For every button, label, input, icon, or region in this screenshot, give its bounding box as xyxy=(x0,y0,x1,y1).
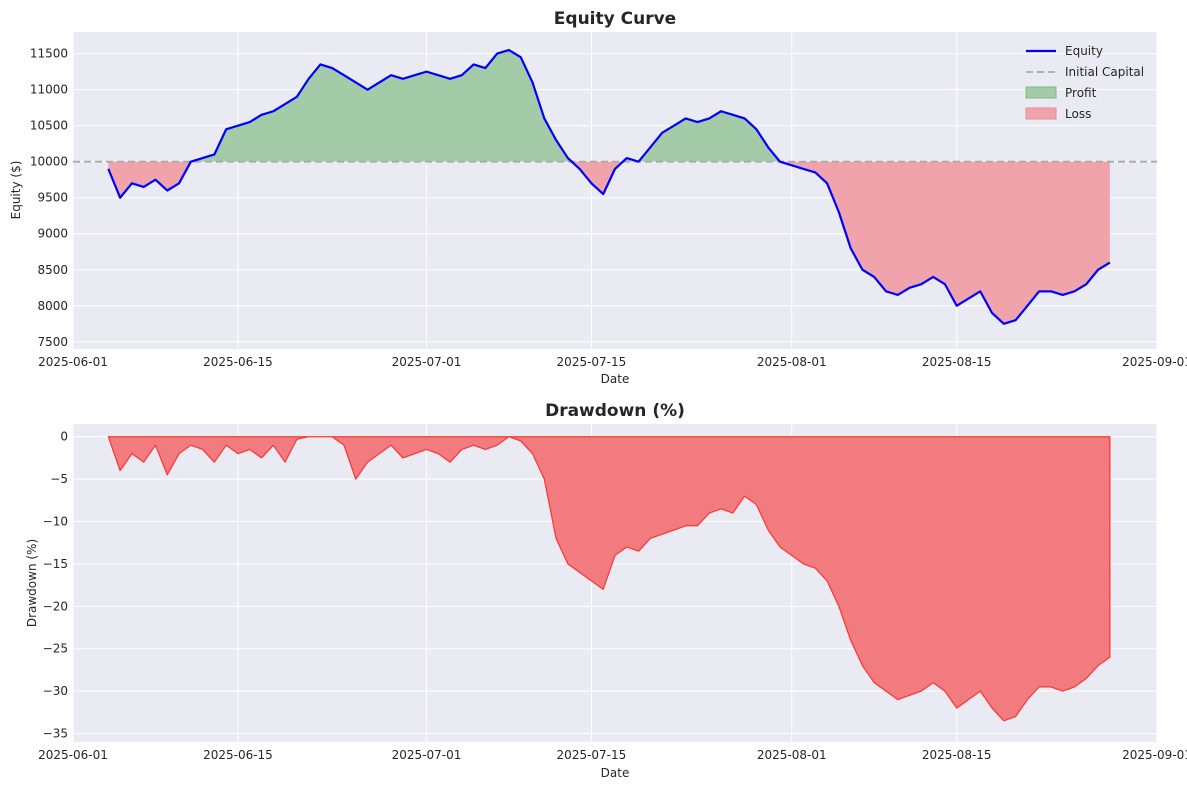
drawdown-area xyxy=(107,436,1111,722)
y-tick-label: −25 xyxy=(43,642,68,656)
drawdown-x-axis-label: Date xyxy=(601,766,630,780)
y-tick-label: 11500 xyxy=(30,47,68,61)
y-tick-label: −5 xyxy=(50,472,68,486)
x-tick-label: 2025-08-15 xyxy=(922,355,992,369)
y-tick-label: 9000 xyxy=(37,227,68,241)
x-tick-label: 2025-06-15 xyxy=(203,748,273,762)
x-tick-label: 2025-07-15 xyxy=(557,355,627,369)
x-tick-label: 2025-09-01 xyxy=(1122,748,1187,762)
profit-region xyxy=(190,50,572,162)
equity-x-axis-label: Date xyxy=(601,372,630,386)
equity-chart: Equity Curve 2025-06-01 2025-06-15 2025-07… xyxy=(9,9,1187,386)
loss-region xyxy=(571,161,623,195)
equity-y-ticks: 7500 8000 8500 9000 9500 10000 10500 11000 11500 xyxy=(30,47,68,349)
drawdown-chart: Drawdown (%) 2025-06-01 2025-06-15 2025-07… xyxy=(25,401,1187,780)
x-tick-label: 2025-06-15 xyxy=(203,355,273,369)
legend-loss-swatch xyxy=(1025,107,1057,120)
y-tick-label: 8500 xyxy=(37,263,68,277)
equity-chart-title: Equity Curve xyxy=(554,9,676,29)
y-tick-label: 11000 xyxy=(30,83,68,97)
y-tick-label: −15 xyxy=(43,557,68,571)
equity-x-ticks: 2025-06-01 2025-06-15 2025-07-01 2025-07-15… xyxy=(38,355,1187,369)
y-tick-label: 8000 xyxy=(37,299,68,313)
x-tick-label: 2025-07-01 xyxy=(392,355,462,369)
loss-region xyxy=(108,161,191,198)
legend-loss-label: Loss xyxy=(1065,107,1091,121)
y-tick-label: 7500 xyxy=(37,335,68,349)
x-tick-label: 2025-06-01 xyxy=(38,748,108,762)
x-tick-label: 2025-06-01 xyxy=(38,355,108,369)
y-tick-label: 10500 xyxy=(30,119,68,133)
legend-initial-capital-label: Initial Capital xyxy=(1065,65,1144,79)
y-tick-label: −20 xyxy=(43,599,68,613)
y-tick-label: −10 xyxy=(43,515,68,529)
equity-fill-regions xyxy=(108,50,1110,324)
y-tick-label: −30 xyxy=(43,684,68,698)
drawdown-y-ticks: 0 −5 −10 −15 −20 −25 −30 −35 xyxy=(43,430,68,741)
drawdown-y-axis-label: Drawdown (%) xyxy=(25,539,39,627)
x-tick-label: 2025-08-01 xyxy=(757,355,827,369)
y-tick-label: −35 xyxy=(43,727,68,741)
x-tick-label: 2025-08-15 xyxy=(922,748,992,762)
y-tick-label: 9500 xyxy=(37,191,68,205)
equity-y-axis-label: Equity ($) xyxy=(9,161,23,220)
equity-legend: Equity Initial Capital Profit Loss xyxy=(1025,44,1144,121)
loss-region xyxy=(779,161,1110,324)
equity-line xyxy=(107,48,1111,325)
legend-equity-label: Equity xyxy=(1065,44,1103,58)
drawdown-x-ticks: 2025-06-01 2025-06-15 2025-07-01 2025-07-15… xyxy=(38,748,1187,762)
drawdown-chart-title: Drawdown (%) xyxy=(545,401,685,421)
y-tick-label: 0 xyxy=(60,430,68,444)
profit-region xyxy=(622,111,780,162)
y-tick-label: 10000 xyxy=(30,155,68,169)
x-tick-label: 2025-07-01 xyxy=(392,748,462,762)
x-tick-label: 2025-07-15 xyxy=(557,748,627,762)
legend-profit-swatch xyxy=(1025,86,1057,99)
x-tick-label: 2025-08-01 xyxy=(757,748,827,762)
legend-profit-label: Profit xyxy=(1065,86,1097,100)
x-tick-label: 2025-09-01 xyxy=(1122,355,1187,369)
